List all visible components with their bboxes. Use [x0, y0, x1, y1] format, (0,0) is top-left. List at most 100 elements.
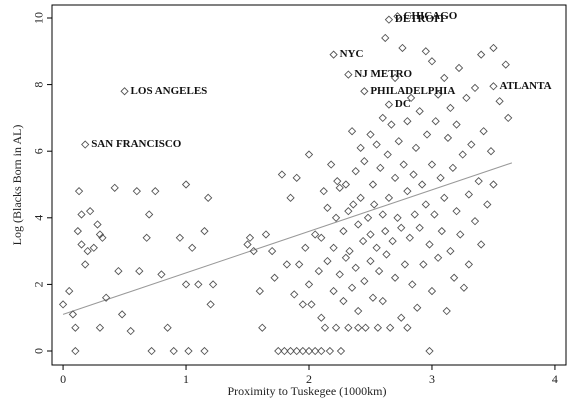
labeled-point [360, 87, 369, 96]
point [77, 240, 86, 249]
point [421, 200, 430, 209]
point [73, 226, 82, 236]
point [354, 220, 363, 229]
point [431, 117, 440, 126]
point [329, 286, 338, 296]
point [415, 107, 424, 116]
point [311, 230, 320, 239]
point [270, 273, 279, 282]
point [489, 43, 498, 53]
point [397, 313, 406, 322]
point [504, 113, 513, 123]
point [464, 260, 473, 269]
point [114, 266, 123, 276]
point-label: CHICAGO [404, 10, 458, 22]
point [311, 346, 320, 356]
point [452, 207, 461, 216]
point [479, 127, 488, 136]
point [501, 60, 510, 69]
point [261, 230, 271, 239]
point [292, 173, 301, 182]
point [298, 346, 307, 356]
point [358, 236, 368, 246]
point-label: DC [395, 98, 411, 110]
point [360, 157, 369, 166]
point [446, 103, 455, 113]
point [372, 243, 381, 252]
point [85, 207, 95, 216]
point [163, 323, 172, 332]
point [419, 260, 428, 269]
y-tick-label: 2 [32, 281, 46, 287]
point [319, 187, 328, 196]
point [477, 50, 486, 59]
point [427, 160, 437, 169]
point [95, 230, 105, 239]
labeled-point [384, 15, 394, 24]
point [349, 200, 358, 209]
point [341, 180, 351, 189]
point [483, 200, 492, 209]
point [326, 160, 336, 169]
point [448, 163, 458, 172]
point [361, 323, 370, 332]
point [304, 280, 314, 289]
point [464, 190, 473, 199]
point [317, 313, 326, 322]
point [317, 346, 326, 356]
point [388, 236, 397, 246]
point [286, 193, 295, 202]
point [495, 97, 504, 106]
y-tick-label: 4 [32, 215, 46, 221]
point [390, 273, 400, 282]
point [452, 120, 461, 129]
labeled-point [120, 87, 129, 96]
point [456, 230, 465, 239]
point [433, 90, 443, 99]
point [188, 243, 197, 252]
point [101, 293, 111, 302]
point [98, 233, 107, 242]
x-tick-label: 4 [552, 372, 558, 386]
point [366, 130, 375, 139]
point [433, 253, 443, 262]
point [347, 283, 357, 292]
point [410, 210, 419, 219]
plot-frame [51, 4, 567, 366]
point [181, 180, 191, 189]
point [378, 113, 387, 123]
point [381, 33, 390, 43]
x-tick-label: 1 [183, 372, 189, 386]
point [372, 140, 381, 149]
point [347, 127, 357, 136]
point [339, 226, 348, 236]
labeled-point [393, 12, 402, 21]
point [449, 273, 459, 282]
point [454, 63, 464, 73]
point [145, 210, 154, 219]
point-label: ATLANTA [499, 80, 551, 92]
point [356, 143, 365, 153]
labeled-point [384, 100, 394, 109]
point [200, 346, 209, 356]
point [378, 210, 387, 219]
point [477, 240, 486, 249]
point [65, 286, 74, 296]
x-tick-label: 0 [60, 372, 66, 386]
point [204, 193, 213, 202]
labeled-point [81, 140, 90, 149]
point [323, 256, 332, 266]
point [81, 260, 90, 269]
point [336, 346, 346, 356]
point [135, 266, 144, 276]
point [249, 246, 258, 256]
point [386, 323, 395, 332]
point [411, 143, 421, 153]
point [71, 323, 80, 332]
point [74, 187, 84, 196]
point [339, 296, 348, 306]
point [421, 47, 430, 56]
point [307, 300, 316, 309]
point [373, 323, 382, 332]
